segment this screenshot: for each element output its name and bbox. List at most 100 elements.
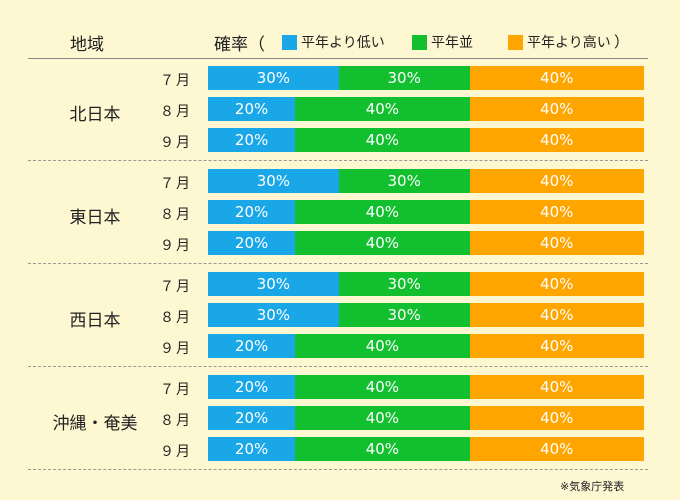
month-label: ８月 — [160, 413, 192, 429]
data-label: 30% — [387, 69, 421, 87]
bar-segment-below-normal: 20% — [208, 231, 296, 255]
region-label: 西日本 — [69, 311, 121, 331]
stacked-bar: 30% 30% 40% — [208, 66, 644, 90]
month-label: ７月 — [160, 73, 192, 89]
bar-segment-below-normal: 20% — [208, 406, 296, 430]
data-label: 30% — [256, 306, 291, 324]
bar-segment-above-normal: 40% — [469, 128, 644, 152]
legend-item-normal: 平年並 — [412, 32, 473, 52]
data-label: 40% — [365, 409, 400, 427]
bar-segment-above-normal: 40% — [469, 334, 644, 358]
bar-segment-below-normal: 30% — [208, 66, 339, 90]
legend-swatch-above-normal — [508, 34, 523, 50]
source-note: ※気象庁発表 — [560, 480, 625, 493]
stacked-bar: 30% 30% 40% — [208, 169, 644, 193]
bar-segment-above-normal: 40% — [469, 437, 644, 461]
data-label: 40% — [540, 172, 574, 190]
stacked-bar: 20% 40% 40% — [208, 231, 644, 255]
bar-segment-below-normal: 20% — [208, 97, 296, 121]
bar-segment-below-normal: 20% — [208, 334, 296, 358]
bar-segment-normal: 40% — [295, 231, 470, 255]
data-label: 40% — [365, 337, 400, 355]
data-label: 40% — [540, 234, 574, 252]
data-label: 40% — [365, 100, 400, 118]
month-label: ８月 — [160, 207, 192, 223]
month-label: ８月 — [160, 310, 192, 326]
data-label: 20% — [234, 440, 269, 458]
legend-label-above-normal: 平年より高い — [527, 35, 611, 51]
data-label: 40% — [365, 234, 400, 252]
month-label: ９月 — [160, 444, 192, 460]
data-label: 40% — [540, 275, 574, 293]
month-label: ７月 — [160, 176, 192, 192]
data-label: 20% — [234, 337, 269, 355]
data-label: 40% — [365, 440, 400, 458]
data-label: 40% — [540, 203, 574, 221]
probability-header: 確率（ — [214, 35, 265, 55]
legend-swatch-below-normal — [282, 34, 297, 50]
data-label: 40% — [365, 378, 400, 396]
region-divider — [28, 160, 648, 161]
bar-segment-normal: 40% — [295, 97, 470, 121]
region-label: 沖縄・奄美 — [52, 414, 138, 434]
data-label: 20% — [234, 100, 269, 118]
data-label: 20% — [234, 203, 269, 221]
data-label: 40% — [540, 378, 574, 396]
region-label: 北日本 — [69, 105, 121, 125]
bar-segment-normal: 40% — [295, 128, 470, 152]
bar-segment-below-normal: 20% — [208, 437, 296, 461]
bar-segment-above-normal: 40% — [469, 272, 644, 296]
bar-segment-normal: 30% — [338, 169, 470, 193]
bar-segment-below-normal: 30% — [208, 272, 339, 296]
bar-segment-normal: 40% — [295, 200, 470, 224]
data-label: 40% — [540, 306, 574, 324]
bar-segment-below-normal: 30% — [208, 303, 339, 327]
bar-segment-above-normal: 40% — [469, 375, 644, 399]
legend-item-below-normal: 平年より低い — [282, 32, 385, 52]
legend-label-below-normal: 平年より低い — [301, 35, 385, 51]
region-label: 東日本 — [69, 208, 121, 228]
bar-segment-normal: 30% — [338, 66, 470, 90]
bar-segment-above-normal: 40% — [469, 66, 644, 90]
data-label: 30% — [387, 172, 421, 190]
probability-header-close: ） — [614, 33, 630, 51]
data-label: 40% — [540, 440, 574, 458]
month-label: ７月 — [160, 382, 192, 398]
bar-segment-below-normal: 30% — [208, 169, 339, 193]
data-label: 30% — [387, 275, 421, 293]
bar-segment-below-normal: 20% — [208, 200, 296, 224]
stacked-bar: 30% 30% 40% — [208, 272, 644, 296]
bar-segment-above-normal: 40% — [469, 169, 644, 193]
data-label: 40% — [540, 69, 574, 87]
month-label: ９月 — [160, 238, 192, 254]
stacked-bar: 20% 40% 40% — [208, 375, 644, 399]
bar-segment-normal: 30% — [338, 303, 470, 327]
stacked-bar: 20% 40% 40% — [208, 97, 644, 121]
bar-segment-normal: 40% — [295, 375, 470, 399]
stacked-bar: 20% 40% 40% — [208, 406, 644, 430]
bar-segment-below-normal: 20% — [208, 375, 296, 399]
bar-segment-normal: 40% — [295, 437, 470, 461]
data-label: 30% — [387, 306, 421, 324]
month-label: ９月 — [160, 341, 192, 357]
stacked-bar: 20% 40% 40% — [208, 200, 644, 224]
data-label: 40% — [540, 131, 574, 149]
bar-segment-normal: 30% — [338, 272, 470, 296]
stacked-bar: 20% 40% 40% — [208, 437, 644, 461]
bar-segment-normal: 40% — [295, 406, 470, 430]
bar-segment-above-normal: 40% — [469, 231, 644, 255]
bar-segment-above-normal: 40% — [469, 303, 644, 327]
region-column-header: 地域 — [70, 35, 104, 55]
region-divider — [28, 366, 648, 367]
data-label: 20% — [234, 131, 269, 149]
stacked-bar: 20% 40% 40% — [208, 334, 644, 358]
data-label: 30% — [256, 275, 291, 293]
data-label: 40% — [365, 131, 400, 149]
data-label: 20% — [234, 409, 269, 427]
region-divider — [28, 263, 648, 264]
data-label: 30% — [256, 69, 291, 87]
stacked-bar: 20% 40% 40% — [208, 128, 644, 152]
header-rule — [28, 58, 648, 59]
bar-segment-above-normal: 40% — [469, 200, 644, 224]
